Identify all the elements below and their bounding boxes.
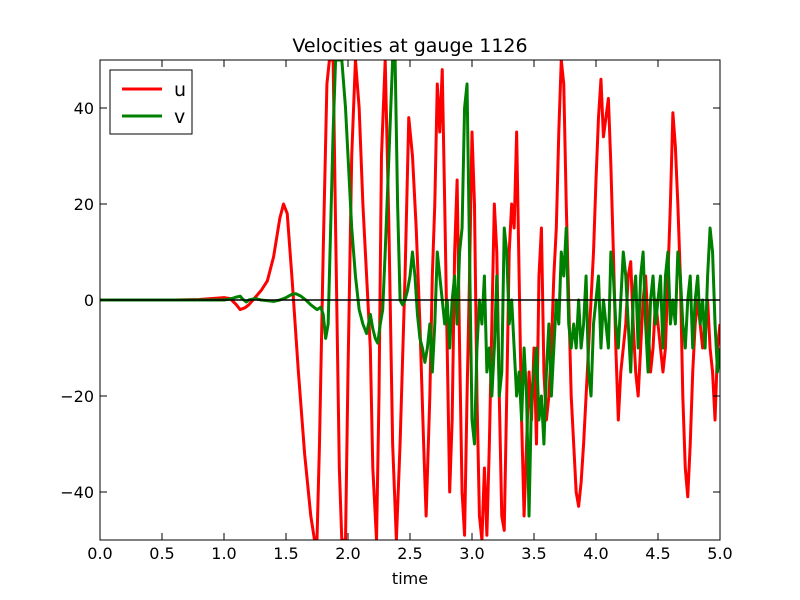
x-tick-label: 3.5 xyxy=(521,544,546,563)
x-axis: 0.0 0.5 1.0 1.5 2.0 2.5 3.0 3.5 4.0 4.5 5.0 xyxy=(87,60,733,563)
series-line-v xyxy=(100,60,720,518)
legend-label-u: u xyxy=(174,79,186,101)
x-tick-label: 2.5 xyxy=(397,544,422,563)
x-tick-label: 4.0 xyxy=(583,544,608,563)
y-axis: −40 −20 0 20 40 xyxy=(60,99,720,502)
legend-frame xyxy=(109,69,193,135)
plot-area xyxy=(99,59,721,541)
legend: u v xyxy=(109,69,193,135)
y-tick-label: −40 xyxy=(60,483,94,502)
series-layer xyxy=(100,60,720,540)
x-tick-label: 2.0 xyxy=(335,544,360,563)
x-tick-label: 1.5 xyxy=(273,544,298,563)
series-line-u xyxy=(100,60,720,540)
x-tick-label: 1.0 xyxy=(211,544,236,563)
y-tick-label: 0 xyxy=(84,291,94,310)
y-tick-label: 20 xyxy=(74,195,94,214)
x-axis-label: time xyxy=(392,569,428,588)
x-tick-label: 4.5 xyxy=(645,544,670,563)
y-tick-label: −20 xyxy=(60,387,94,406)
y-tick-label: 40 xyxy=(74,99,94,118)
x-tick-label: 0.0 xyxy=(87,544,112,563)
x-tick-label: 0.5 xyxy=(149,544,174,563)
legend-label-v: v xyxy=(174,106,185,128)
x-tick-label: 3.0 xyxy=(459,544,484,563)
x-tick-label: 5.0 xyxy=(707,544,732,563)
chart-title: Velocities at gauge 1126 xyxy=(292,35,527,57)
